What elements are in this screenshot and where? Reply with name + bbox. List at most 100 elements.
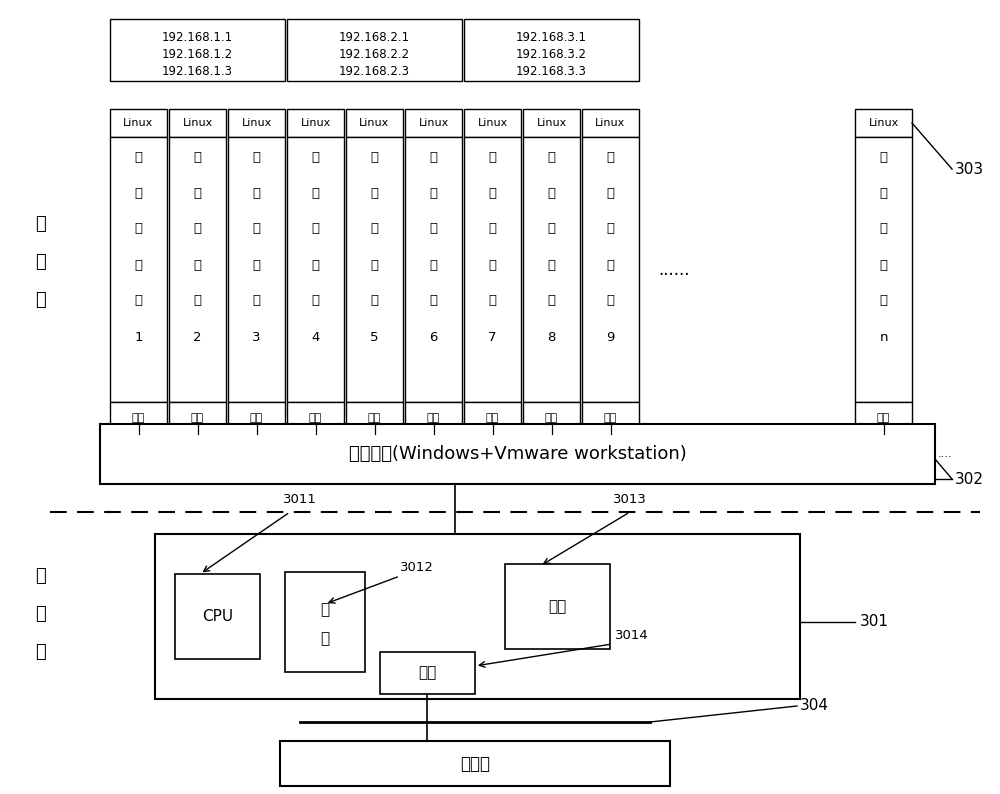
- Bar: [169, 402, 226, 434]
- Bar: [228, 109, 285, 137]
- Text: 磁盘: 磁盘: [604, 413, 617, 423]
- Text: 拟: 拟: [134, 259, 143, 272]
- Text: Linux: Linux: [418, 118, 449, 128]
- Text: 机: 机: [370, 295, 378, 307]
- Bar: [464, 137, 521, 402]
- Bar: [855, 402, 912, 434]
- Bar: [523, 137, 580, 402]
- Text: 磁盘: 磁盘: [427, 413, 440, 423]
- Text: 1: 1: [134, 330, 143, 344]
- Text: 测: 测: [548, 151, 556, 164]
- Text: 机: 机: [194, 295, 202, 307]
- Text: 拟: 拟: [194, 259, 202, 272]
- Bar: [228, 137, 285, 402]
- Bar: [464, 19, 639, 81]
- Text: 虚: 虚: [134, 222, 143, 236]
- Text: 测: 测: [253, 151, 261, 164]
- Text: Linux: Linux: [868, 118, 899, 128]
- Text: 测: 测: [194, 151, 202, 164]
- Bar: [100, 424, 935, 484]
- Bar: [380, 652, 475, 694]
- Text: 机: 机: [430, 295, 438, 307]
- Text: 磁盘: 磁盘: [545, 413, 558, 423]
- Text: 192.168.2.3: 192.168.2.3: [339, 65, 410, 78]
- Text: 试: 试: [430, 187, 438, 199]
- Text: 测: 测: [370, 151, 378, 164]
- Text: 3013: 3013: [613, 493, 647, 506]
- Text: 试: 试: [606, 187, 614, 199]
- Bar: [405, 402, 462, 434]
- Text: 测: 测: [134, 151, 143, 164]
- Text: 拟: 拟: [880, 259, 888, 272]
- Text: Linux: Linux: [359, 118, 390, 128]
- Text: 交换机: 交换机: [460, 754, 490, 773]
- Text: 磁盘: 磁盘: [486, 413, 499, 423]
- Text: 件: 件: [35, 605, 45, 623]
- Text: 测: 测: [880, 151, 888, 164]
- Text: 192.168.3.2: 192.168.3.2: [516, 48, 587, 61]
- Text: 机: 机: [606, 295, 614, 307]
- Text: 拟: 拟: [548, 259, 556, 272]
- Text: Linux: Linux: [477, 118, 508, 128]
- Bar: [110, 402, 167, 434]
- Text: 拟: 拟: [370, 259, 378, 272]
- Text: 虚: 虚: [370, 222, 378, 236]
- Bar: [505, 564, 610, 649]
- Bar: [582, 402, 639, 434]
- Text: 硬: 硬: [35, 567, 45, 585]
- Text: 层: 层: [35, 643, 45, 661]
- Text: 层: 层: [35, 291, 45, 309]
- Text: 虚: 虚: [606, 222, 614, 236]
- Text: 试: 试: [880, 187, 888, 199]
- Text: 机: 机: [548, 295, 556, 307]
- Text: 301: 301: [860, 615, 889, 630]
- Text: 磁盘: 磁盘: [368, 413, 381, 423]
- Bar: [280, 741, 670, 786]
- Bar: [405, 109, 462, 137]
- Text: CPU: CPU: [202, 609, 233, 624]
- Text: 302: 302: [955, 472, 984, 487]
- Text: 拟: 拟: [430, 259, 438, 272]
- Text: 7: 7: [488, 330, 497, 344]
- Text: 192.168.1.3: 192.168.1.3: [162, 65, 233, 78]
- Bar: [175, 574, 260, 659]
- Bar: [464, 109, 521, 137]
- Text: 机: 机: [880, 295, 888, 307]
- Text: Linux: Linux: [123, 118, 154, 128]
- Text: ......: ......: [658, 260, 690, 279]
- Text: Linux: Linux: [536, 118, 567, 128]
- Text: 测: 测: [312, 151, 320, 164]
- Text: 3: 3: [252, 330, 261, 344]
- Bar: [169, 137, 226, 402]
- Text: 件: 件: [35, 252, 45, 271]
- Bar: [285, 572, 365, 672]
- Text: 192.168.3.3: 192.168.3.3: [516, 65, 587, 78]
- Bar: [287, 19, 462, 81]
- Text: 192.168.1.2: 192.168.1.2: [162, 48, 233, 61]
- Text: 软: 软: [35, 214, 45, 233]
- Text: 试: 试: [134, 187, 143, 199]
- Bar: [523, 109, 580, 137]
- Text: Linux: Linux: [182, 118, 213, 128]
- Bar: [110, 19, 285, 81]
- Text: 303: 303: [955, 161, 984, 176]
- Text: 磁盘: 磁盘: [132, 413, 145, 423]
- Text: 虚拟化层(Windows+Vmware workstation): 虚拟化层(Windows+Vmware workstation): [349, 445, 686, 463]
- Text: 磁盘: 磁盘: [250, 413, 263, 423]
- Text: 虚: 虚: [194, 222, 202, 236]
- Bar: [346, 137, 403, 402]
- Bar: [582, 137, 639, 402]
- Text: 试: 试: [489, 187, 497, 199]
- Text: 机: 机: [489, 295, 497, 307]
- Bar: [346, 402, 403, 434]
- Text: 机: 机: [253, 295, 261, 307]
- Text: 测: 测: [430, 151, 438, 164]
- Bar: [169, 109, 226, 137]
- Text: 2: 2: [193, 330, 202, 344]
- Text: 4: 4: [311, 330, 320, 344]
- Bar: [110, 137, 167, 402]
- Text: 192.168.1.1: 192.168.1.1: [162, 31, 233, 44]
- Text: 网路: 网路: [418, 665, 437, 680]
- Text: 304: 304: [800, 699, 829, 714]
- Text: 192.168.2.2: 192.168.2.2: [339, 48, 410, 61]
